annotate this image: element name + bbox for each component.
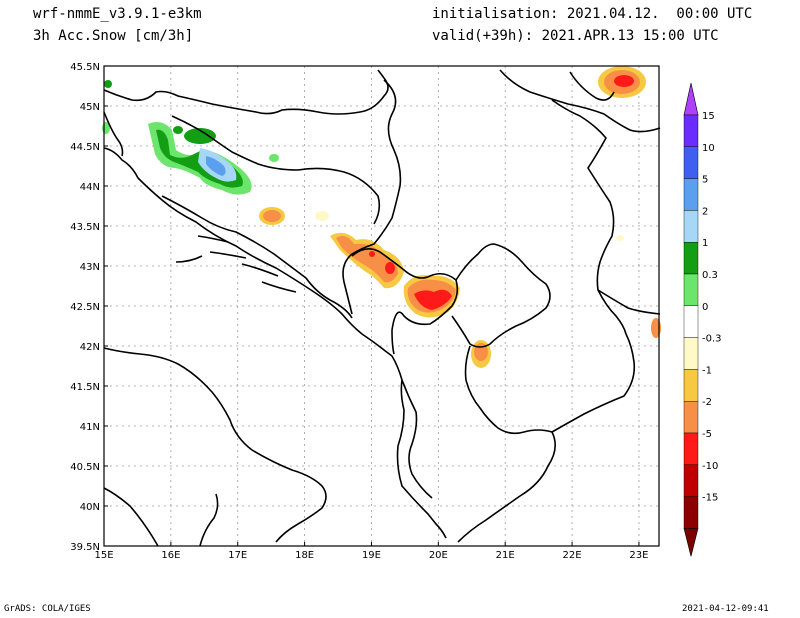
border-slovenia-croatia xyxy=(103,69,389,115)
snow-blob-nw-dot2 xyxy=(104,80,112,88)
border-albania-greece xyxy=(401,379,433,499)
colorbar-label: -0.3 xyxy=(702,334,722,345)
initialisation-time: initialisation: 2021.04.12. 00:00 UTC xyxy=(432,6,753,22)
colorbar: 15 10 5 2 1 0.3 0 -0.3 -1 -2 -5 -10 -15 xyxy=(683,82,722,557)
colorbar-swatch xyxy=(683,401,699,434)
border-bosnia-north xyxy=(171,115,381,225)
colorbar-swatch xyxy=(683,432,699,465)
colorbar-label: -1 xyxy=(702,365,712,376)
colorbar-label: 10 xyxy=(702,143,715,154)
colorbar-label: 0 xyxy=(702,302,708,313)
border-kosovo xyxy=(451,243,551,348)
lon-tick-label: 18E xyxy=(295,550,314,561)
italy-instep xyxy=(199,493,219,547)
island-1 xyxy=(197,235,229,243)
colorbar-label: 15 xyxy=(702,111,715,122)
melt-blob-light xyxy=(315,211,329,221)
island-5 xyxy=(209,251,247,259)
colorbar-swatch xyxy=(683,273,699,306)
melt-blob-bosnia xyxy=(263,210,281,222)
axis-ticks: 15E 16E 17E 18E 19E 20E 21E 22E 23E 45.5N 45N 44.5N… xyxy=(70,62,648,561)
variable-title: 3h Acc.Snow [cm/3h] xyxy=(33,28,194,44)
footer-grads-credit: GrADS: COLA/IGES xyxy=(4,604,91,614)
border-montenegro xyxy=(351,248,459,355)
snow-field xyxy=(102,66,661,368)
model-title: wrf-nmmE_v3.9.1-e3km xyxy=(33,6,202,22)
melt-core-montenegro xyxy=(385,262,395,274)
lon-tick-label: 15E xyxy=(94,550,113,561)
border-albania-macedonia xyxy=(464,333,636,435)
italy-coast xyxy=(103,347,327,543)
adriatic-east-coast xyxy=(103,147,447,539)
lat-tick-label: 43N xyxy=(80,262,100,273)
colorbar-label: -15 xyxy=(702,493,718,504)
melt-blob-east-light xyxy=(616,235,624,241)
colorbar-label: 1 xyxy=(702,238,708,249)
border-bulgaria-macedonia xyxy=(597,289,661,315)
lat-tick-label: 39.5N xyxy=(70,542,100,553)
border-greece-north xyxy=(457,431,556,543)
lat-tick-label: 41.5N xyxy=(70,382,100,393)
melt-core-montenegro2 xyxy=(369,251,375,257)
colorbar-swatch xyxy=(683,305,699,338)
snow-blob-nw-dot3 xyxy=(269,154,279,162)
island-3 xyxy=(241,263,279,277)
lat-tick-label: 44N xyxy=(80,182,100,193)
colorbar-top-arrow xyxy=(683,82,699,116)
lat-tick-label: 40.5N xyxy=(70,462,100,473)
colorbar-label: 2 xyxy=(702,206,708,217)
colorbar-swatch xyxy=(683,337,699,370)
italy-heel xyxy=(103,487,159,547)
colorbar-swatch xyxy=(683,210,699,243)
island-2 xyxy=(175,255,203,263)
istria xyxy=(103,111,124,157)
lat-tick-label: 42.5N xyxy=(70,302,100,313)
island-4 xyxy=(261,281,297,293)
lat-tick-label: 45N xyxy=(80,102,100,113)
colorbar-label: -5 xyxy=(702,429,712,440)
colorbar-bottom-arrow xyxy=(683,528,699,557)
colorbar-label: 5 xyxy=(702,175,708,186)
snow-blob-nw-dot xyxy=(173,126,183,134)
border-bosnia-serbia xyxy=(342,79,402,315)
snow-blob-nw-small xyxy=(184,128,216,144)
colorbar-label: -2 xyxy=(702,397,712,408)
border-croatia-bosnia xyxy=(161,195,353,319)
lon-tick-label: 19E xyxy=(362,550,381,561)
colorbar-label: 0.3 xyxy=(702,270,718,281)
lon-tick-label: 23E xyxy=(629,550,648,561)
border-ne xyxy=(569,71,615,101)
colorbar-swatch xyxy=(683,464,699,497)
lon-tick-label: 22E xyxy=(563,550,582,561)
lat-tick-label: 42N xyxy=(80,342,100,353)
border-serbia-east xyxy=(551,99,627,335)
lat-tick-label: 45.5N xyxy=(70,62,100,73)
melt-core-albania xyxy=(414,289,452,310)
melt-area-montenegro xyxy=(336,236,398,283)
lon-tick-label: 17E xyxy=(228,550,247,561)
colorbar-swatch xyxy=(683,496,699,529)
colorbar-swatch xyxy=(683,178,699,211)
melt-core-romania xyxy=(614,75,634,87)
lat-tick-label: 40N xyxy=(80,502,100,513)
colorbar-swatch xyxy=(683,114,699,147)
lat-tick-label: 43.5N xyxy=(70,222,100,233)
valid-time: valid(+39h): 2021.APR.13 15:00 UTC xyxy=(432,28,719,44)
colorbar-swatch xyxy=(683,146,699,179)
lat-tick-label: 44.5N xyxy=(70,142,100,153)
lon-tick-label: 20E xyxy=(429,550,448,561)
colorbar-swatch xyxy=(683,369,699,402)
snow-band-nw-blue xyxy=(206,156,226,176)
lon-tick-label: 21E xyxy=(496,550,515,561)
footer-timestamp: 2021-04-12-09:41 xyxy=(682,604,769,614)
colorbar-label: -10 xyxy=(702,461,718,472)
border-bulgaria-romania xyxy=(499,69,661,133)
lat-tick-label: 41N xyxy=(80,422,100,433)
lon-tick-label: 16E xyxy=(161,550,180,561)
coastlines-borders xyxy=(103,69,661,547)
colorbar-swatch xyxy=(683,241,699,275)
